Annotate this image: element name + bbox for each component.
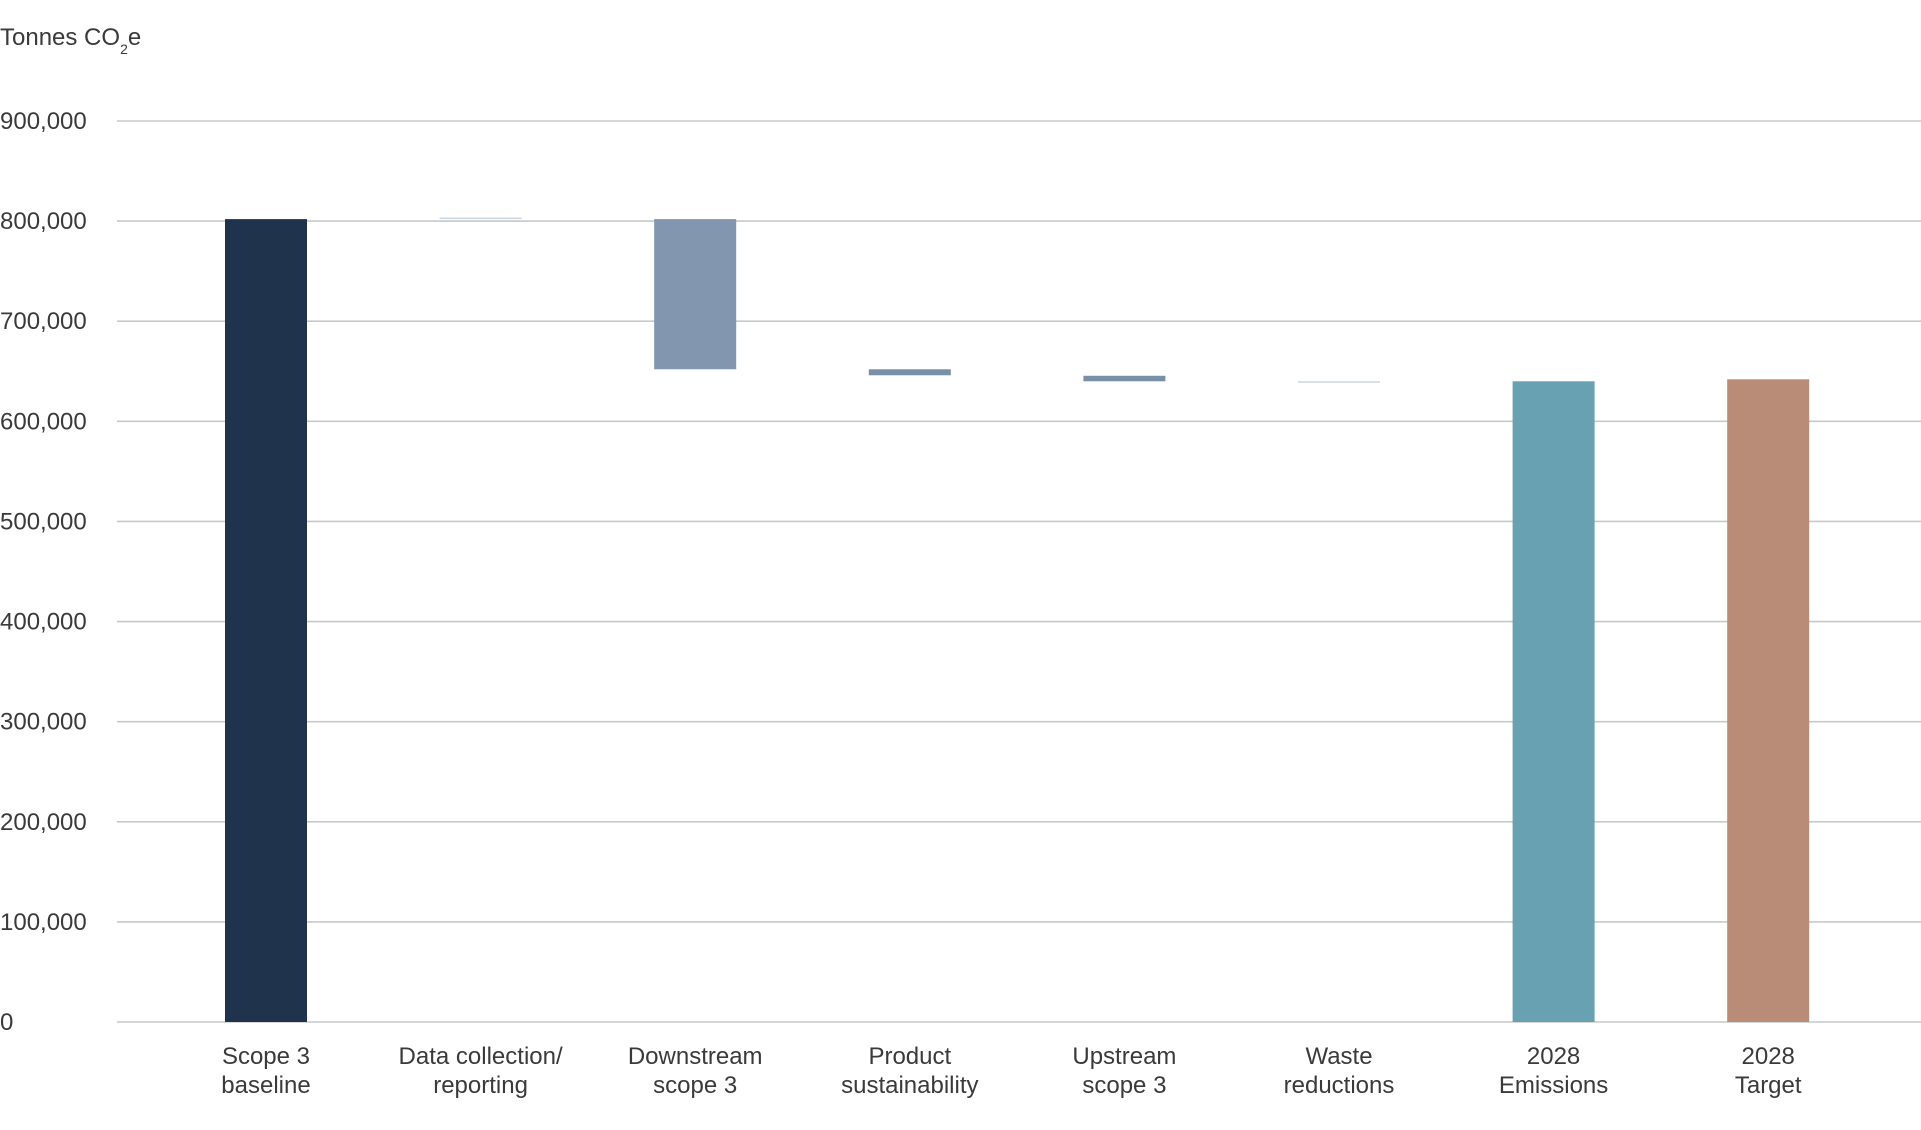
- x-tick-label-line: 2028: [1742, 1043, 1795, 1070]
- x-tick-label-line: Scope 3: [222, 1043, 310, 1070]
- x-tick-label-line: Waste: [1305, 1043, 1372, 1070]
- y-tick-label: 500,000: [0, 508, 87, 535]
- x-tick-label: Downstream scope 3: [628, 1043, 763, 1099]
- x-axis-labels: Scope 3 baseline Data collection/reporting…: [221, 1043, 1802, 1099]
- y-tick-label: 300,000: [0, 709, 87, 736]
- y-tick-label: 0: [0, 1009, 13, 1036]
- y-axis-title: Tonnes CO2e: [0, 24, 141, 57]
- x-tick-label-line: Downstream: [628, 1043, 763, 1070]
- change-bar: [1083, 375, 1166, 382]
- y-axis-title-main: Tonnes CO: [0, 24, 120, 51]
- x-tick-label: Waste reductions: [1284, 1043, 1395, 1099]
- total-bar: [1512, 381, 1595, 1022]
- x-tick-label-line: reductions: [1284, 1072, 1395, 1099]
- x-tick-label-line: reporting: [433, 1072, 528, 1099]
- total-bar: [225, 219, 307, 1022]
- y-tick-label: 200,000: [0, 809, 87, 836]
- y-tick-label: 400,000: [0, 609, 87, 636]
- x-tick-label-line: Upstream: [1072, 1043, 1176, 1070]
- y-tick-label: 600,000: [0, 408, 87, 435]
- total-bar: [1727, 379, 1810, 1023]
- x-tick-label-line: scope 3: [653, 1072, 737, 1099]
- y-tick-label: 800,000: [0, 208, 87, 235]
- change-bar: [439, 217, 522, 220]
- change-bar: [654, 219, 737, 370]
- change-bar: [1298, 381, 1380, 383]
- bars: [225, 217, 1810, 1023]
- y-axis-title-suffix: e: [128, 24, 141, 51]
- y-axis-ticks: 0 100,000 200,000 300,000 400,000 500,000 600,…: [0, 108, 87, 1036]
- x-tick-label-line: Product: [868, 1043, 951, 1070]
- x-tick-label: Scope 3 baseline: [221, 1043, 310, 1099]
- x-tick-label: Product sustainability: [841, 1043, 978, 1099]
- y-tick-label: 100,000: [0, 909, 87, 936]
- x-tick-label-line: sustainability: [841, 1072, 978, 1099]
- change-bar: [868, 369, 951, 376]
- x-tick-label-line: baseline: [221, 1072, 310, 1099]
- y-tick-label: 900,000: [0, 108, 87, 135]
- x-tick-label-line: scope 3: [1082, 1072, 1166, 1099]
- x-tick-label: 2028 Emissions: [1499, 1043, 1608, 1099]
- x-tick-label-line: Target: [1735, 1072, 1802, 1099]
- x-tick-label: Data collection/reporting: [399, 1043, 563, 1099]
- x-tick-label: Upstream scope 3: [1072, 1043, 1176, 1099]
- y-tick-label: 700,000: [0, 308, 87, 335]
- x-tick-label-line: Emissions: [1499, 1072, 1608, 1099]
- y-axis-title-subscript: 2: [120, 41, 128, 57]
- x-tick-label-line: 2028: [1527, 1043, 1580, 1070]
- x-tick-label-line: Data collection/: [399, 1043, 563, 1070]
- x-tick-label: 2028 Target: [1735, 1043, 1802, 1099]
- gridlines: [117, 120, 1921, 1023]
